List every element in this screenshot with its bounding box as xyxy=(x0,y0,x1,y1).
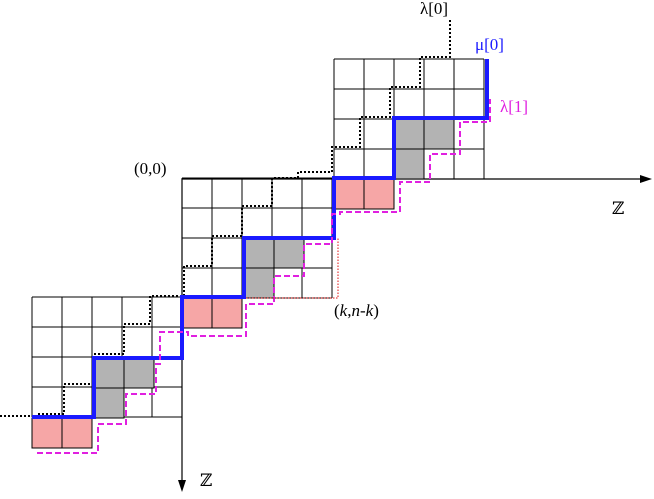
shaded-cell xyxy=(423,118,455,150)
shaded-cell xyxy=(243,267,275,299)
highlight-cell xyxy=(181,297,213,329)
highlight-cell xyxy=(31,417,63,449)
origin-label: (0,0) xyxy=(134,159,167,178)
mu0-path xyxy=(32,59,489,419)
lambda1-path xyxy=(37,99,491,454)
corner-guide-lines xyxy=(246,238,339,299)
shaded-cell xyxy=(273,237,305,269)
lambda0-label: λ[0] xyxy=(420,0,448,18)
highlight-cell xyxy=(61,417,93,449)
corner-point-label: (k,n-k) xyxy=(334,301,379,320)
shaded-cell xyxy=(93,357,125,389)
mu0-label: μ[0] xyxy=(475,35,504,54)
x-axis-arrow-icon xyxy=(640,175,652,183)
lambda1-label: λ[1] xyxy=(500,97,528,116)
shaded-cell xyxy=(393,118,425,150)
shaded-cell xyxy=(393,148,425,180)
y-axis-label: ℤ xyxy=(200,471,212,490)
shaded-cell xyxy=(123,357,155,389)
highlight-cell xyxy=(333,178,365,210)
shaded-cell xyxy=(243,237,275,269)
highlight-cell xyxy=(211,297,243,329)
shaded-cells xyxy=(31,118,455,449)
highlight-cell xyxy=(363,178,395,210)
y-axis-arrow-icon xyxy=(178,480,186,492)
x-axis-label: ℤ xyxy=(612,199,624,218)
shaded-cell xyxy=(93,387,125,419)
